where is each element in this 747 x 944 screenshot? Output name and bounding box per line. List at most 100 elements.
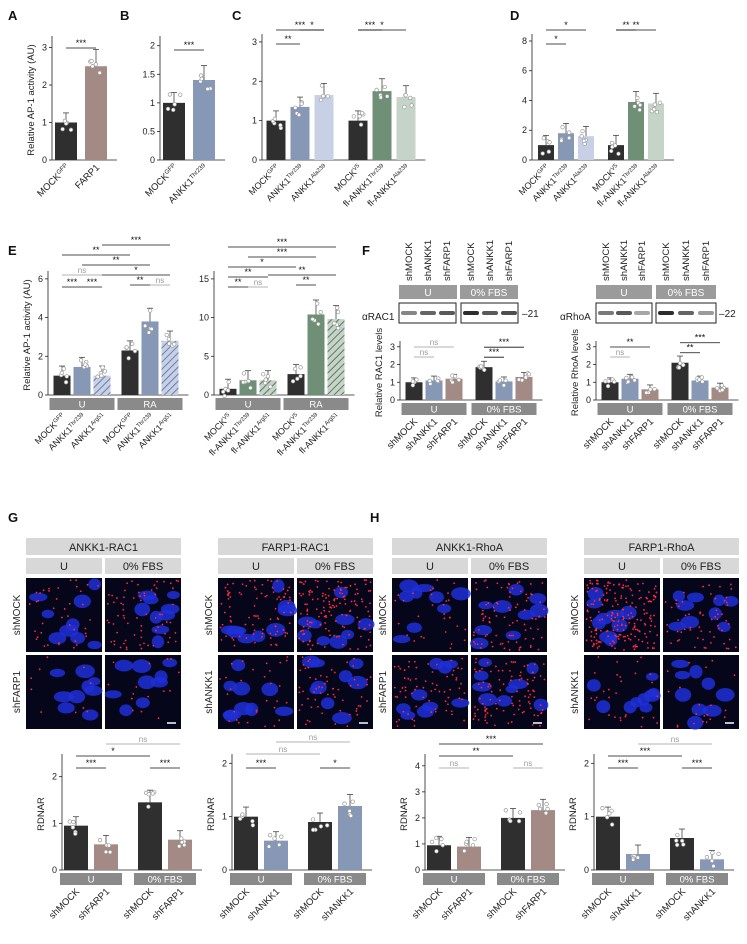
pla-dot [321, 712, 323, 715]
pla-dot [523, 609, 526, 611]
pla-dot [269, 682, 272, 685]
data-point [648, 387, 653, 392]
pla-dot [723, 716, 726, 719]
sig-label: ns [616, 348, 624, 357]
pla-dot [314, 579, 317, 582]
nucleus [473, 670, 489, 681]
pla-dot [269, 632, 272, 635]
nucleus [708, 607, 722, 620]
data-point [472, 836, 477, 842]
pla-dot [360, 635, 362, 638]
pla-dot [457, 667, 459, 670]
data-point [95, 374, 100, 379]
pla-dot [309, 625, 311, 628]
category-label: shFARP1 [76, 886, 112, 922]
pla-dot [481, 667, 483, 670]
bar [671, 362, 689, 400]
pla-dot [495, 615, 498, 617]
y-tick-label: 1 [584, 812, 589, 822]
pla-dot [285, 659, 288, 662]
sig-label: *** [256, 758, 267, 768]
pla-dot [286, 589, 289, 592]
nucleus [674, 670, 691, 680]
pla-dot [709, 718, 712, 721]
pla-dot [631, 594, 634, 597]
pla-dot [543, 608, 545, 611]
pla-dot [689, 626, 692, 629]
pla-dot [461, 698, 463, 701]
pla-dot [517, 708, 520, 711]
pla-dot [733, 674, 736, 677]
pla-dot [255, 709, 258, 712]
pla-dot [175, 579, 178, 582]
pla-dot [498, 678, 501, 681]
pla-dot [166, 658, 169, 660]
pla-dot [349, 684, 352, 687]
blot-lane-label: shANKK1 [681, 240, 692, 281]
bar [405, 382, 423, 400]
pla-dot [334, 620, 337, 623]
pla-dot [631, 602, 634, 604]
data-point [410, 379, 415, 384]
pla-dot [37, 599, 39, 602]
condition-bar [304, 873, 366, 885]
panel-label-g: G [8, 510, 18, 525]
pla-dot [666, 630, 669, 633]
y-tick-label: 4 [38, 313, 43, 323]
pla-dot [538, 615, 540, 618]
pla-dot [369, 589, 372, 592]
pla-dot [649, 614, 652, 617]
y-tick-label: 1 [390, 377, 395, 387]
pla-dot [486, 586, 489, 589]
pla-dot [641, 640, 644, 643]
nucleus [162, 658, 178, 668]
pla-dot [653, 614, 655, 617]
pla-dot [488, 620, 491, 623]
category-label: ANKK1Arg51 [136, 411, 175, 450]
pla-dot [304, 667, 307, 670]
pla-dot [723, 642, 726, 645]
data-point [600, 806, 605, 811]
pla-dot [495, 707, 498, 710]
pla-dot [126, 582, 129, 585]
pla-dot [429, 589, 432, 592]
pla-dot [524, 629, 527, 632]
blot-lane-label: shFARP1 [442, 241, 453, 281]
data-point [272, 836, 277, 841]
nucleus [410, 587, 423, 599]
data-point [635, 95, 640, 101]
condition-label: RA [143, 400, 157, 411]
sig-label: ** [622, 20, 630, 30]
pla-dot [139, 644, 141, 646]
data-point [462, 848, 467, 854]
pla-dot [654, 585, 657, 588]
pla-dot [282, 629, 285, 631]
pla-dot [340, 581, 343, 584]
nucleus [606, 609, 625, 619]
data-point [68, 127, 74, 132]
y-axis-label: RDNAR [206, 797, 217, 831]
pla-dot [730, 588, 733, 590]
pla-dot [506, 586, 509, 589]
pla-dot [503, 616, 506, 619]
pla-dot [613, 625, 616, 628]
row-label: shMOCK [12, 594, 23, 635]
pla-dot [539, 704, 542, 707]
pla-dot [632, 628, 634, 631]
pla-dot [473, 631, 475, 634]
pla-dot [310, 621, 313, 624]
pla-dot [338, 635, 340, 638]
condition-bar [592, 873, 654, 885]
pla-dot [494, 665, 497, 668]
pla-dot [143, 592, 146, 594]
pla-dot [302, 690, 304, 693]
data-point [719, 383, 725, 388]
pla-dot [702, 638, 704, 641]
pla-dot [476, 708, 479, 711]
pla-dot [634, 645, 637, 648]
data-point [497, 378, 503, 383]
pla-dot [73, 628, 76, 631]
blot-lane-label: shANKK1 [485, 240, 496, 281]
